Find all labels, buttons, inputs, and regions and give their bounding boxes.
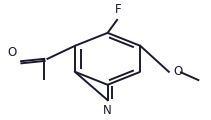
Text: O: O [173,65,182,78]
Text: F: F [115,3,122,16]
Text: O: O [8,46,17,59]
Text: N: N [103,104,112,117]
